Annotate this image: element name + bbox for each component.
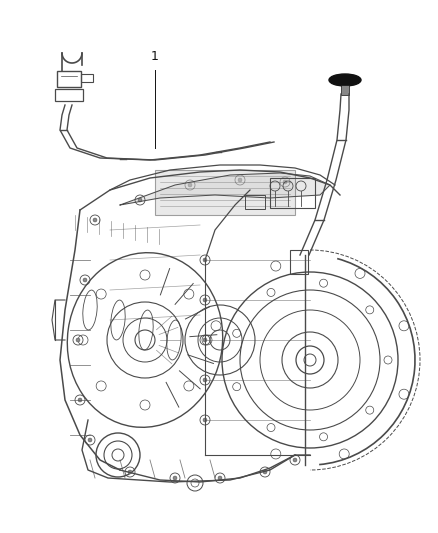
Bar	[155, 170, 295, 215]
Circle shape	[203, 418, 207, 422]
Circle shape	[293, 458, 297, 462]
Bar	[57, 71, 81, 87]
Bar	[245, 195, 265, 209]
Circle shape	[78, 398, 82, 402]
Circle shape	[173, 476, 177, 480]
Circle shape	[83, 278, 87, 282]
Bar	[270, 178, 315, 208]
Bar	[341, 85, 349, 95]
Bar	[81, 74, 93, 82]
Circle shape	[203, 378, 207, 382]
Circle shape	[138, 198, 142, 202]
Circle shape	[76, 338, 80, 342]
Ellipse shape	[329, 74, 361, 86]
Circle shape	[128, 470, 132, 474]
Circle shape	[203, 338, 207, 342]
Bar	[55, 89, 83, 101]
Polygon shape	[120, 173, 330, 205]
Circle shape	[238, 178, 242, 182]
Circle shape	[188, 183, 192, 187]
Circle shape	[88, 438, 92, 442]
Text: 1: 1	[151, 50, 159, 63]
Circle shape	[283, 180, 287, 184]
Circle shape	[203, 258, 207, 262]
Circle shape	[93, 218, 97, 222]
Circle shape	[218, 476, 222, 480]
Circle shape	[203, 298, 207, 302]
Bar	[290, 250, 308, 274]
Circle shape	[263, 470, 267, 474]
